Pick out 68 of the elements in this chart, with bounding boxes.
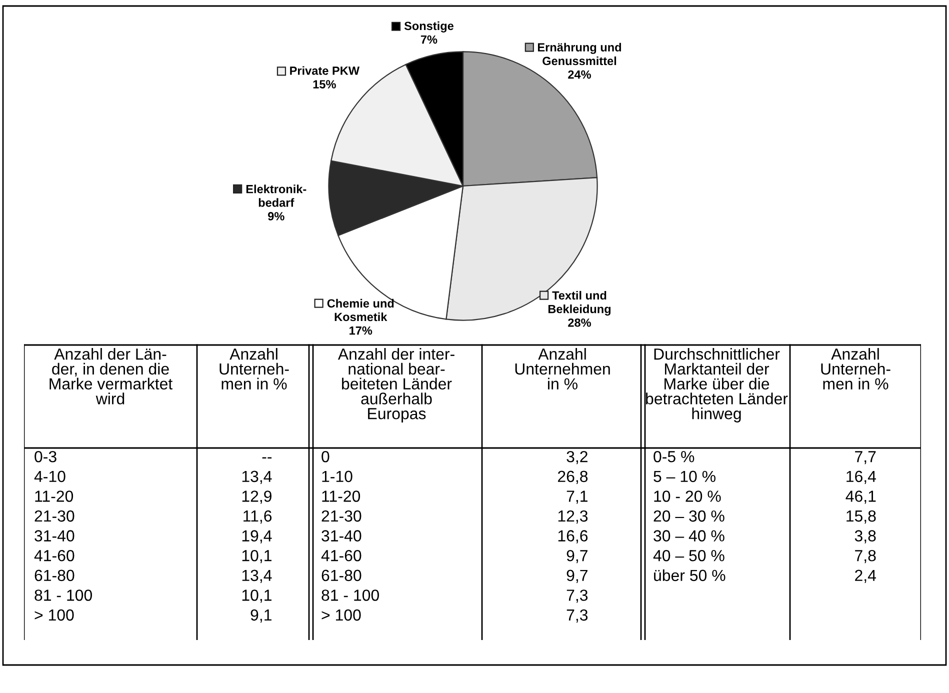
text: 7,3 <box>566 590 588 603</box>
text: 12,9 <box>242 490 272 504</box>
legend-label: Ernährung und Genussmittel <box>538 42 622 66</box>
text: 41-60 <box>321 550 362 562</box>
text: 7,8 <box>855 550 876 564</box>
text: 0-5 % <box>654 450 694 462</box>
category-label: Anzahl der inter- national bear- beiteten Länder außerhalb Europas <box>338 348 454 422</box>
legend-label: Sonstige <box>404 21 454 32</box>
data-label: 7% <box>420 35 438 44</box>
data-label: 9% <box>268 212 284 220</box>
text: > 100 <box>34 609 74 621</box>
text: 10 - 20 % <box>654 490 721 502</box>
text: 13,4 <box>242 570 272 583</box>
text: 31-40 <box>322 530 362 542</box>
data-label: 17% <box>350 326 372 335</box>
text: 0 <box>322 450 330 462</box>
text: 11-20 <box>35 490 74 502</box>
text: 16,6 <box>558 530 588 544</box>
text: 10,1 <box>242 590 272 603</box>
text: 61-80 <box>322 570 362 582</box>
text: 26,8 <box>558 470 588 484</box>
category-label: Durchschnittlicher Marktanteil der Marke über die betrachteten Länder hinweg <box>646 348 788 422</box>
text: 40 – 50 % <box>653 550 724 562</box>
text: 81 - 100 <box>34 590 92 601</box>
text: 21-30 <box>34 510 74 522</box>
text: 20 – 30 % <box>654 510 724 522</box>
category-label: Anzahl Unternehmen in % <box>515 348 610 390</box>
text: 30 – 40 % <box>654 530 724 542</box>
category-label: Anzahl Unterneh- men in % <box>220 348 289 390</box>
text: 3,2 <box>566 450 588 464</box>
slice-label: Chemie und Kosmetik <box>327 298 394 322</box>
legend-label: Textil und Bekleidung <box>548 290 611 316</box>
text: -- <box>262 457 272 459</box>
text: 21-30 <box>322 510 362 522</box>
text: 9,7 <box>566 550 588 564</box>
text: 19,4 <box>242 530 272 544</box>
text: 7,7 <box>855 451 876 464</box>
text: 0-3 <box>34 450 56 462</box>
text: 15,8 <box>846 510 876 524</box>
text: 3,8 <box>854 530 876 544</box>
text: 31-40 <box>34 530 74 542</box>
text: 11,6 <box>244 510 272 524</box>
data-label: 24% <box>568 70 591 79</box>
text: 12,3 <box>558 510 588 524</box>
legend-label: Elektronik- bedarf <box>246 184 306 207</box>
category-label: Anzahl der Län- der, in denen die Marke vermarktet wird <box>50 348 173 404</box>
text: 7,3 <box>566 609 588 623</box>
text: über 50 % <box>654 569 726 582</box>
text: 5 – 10 % <box>654 470 716 482</box>
data-label: 15% <box>313 80 336 88</box>
text: 4-10 <box>34 470 66 482</box>
text: 1-10 <box>322 470 352 482</box>
text: 61-80 <box>34 570 74 582</box>
text: 46,1 <box>846 490 876 504</box>
text: 16,4 <box>846 470 876 484</box>
data-label: 28% <box>568 318 591 327</box>
text: 10,1 <box>242 550 272 564</box>
category-label: Anzahl Unterneh- men in % <box>821 348 890 390</box>
slice-label: Private PKW <box>290 66 360 75</box>
text: 9,7 <box>566 570 588 583</box>
text: > 100 <box>322 609 361 621</box>
text: 7,1 <box>566 490 588 504</box>
text: 9,1 <box>250 609 272 623</box>
text: 41-60 <box>34 550 74 562</box>
text: 13,4 <box>242 470 272 484</box>
text: 11-20 <box>322 490 360 502</box>
text: 2,4 <box>855 570 876 583</box>
text: 81 - 100 <box>322 590 379 601</box>
